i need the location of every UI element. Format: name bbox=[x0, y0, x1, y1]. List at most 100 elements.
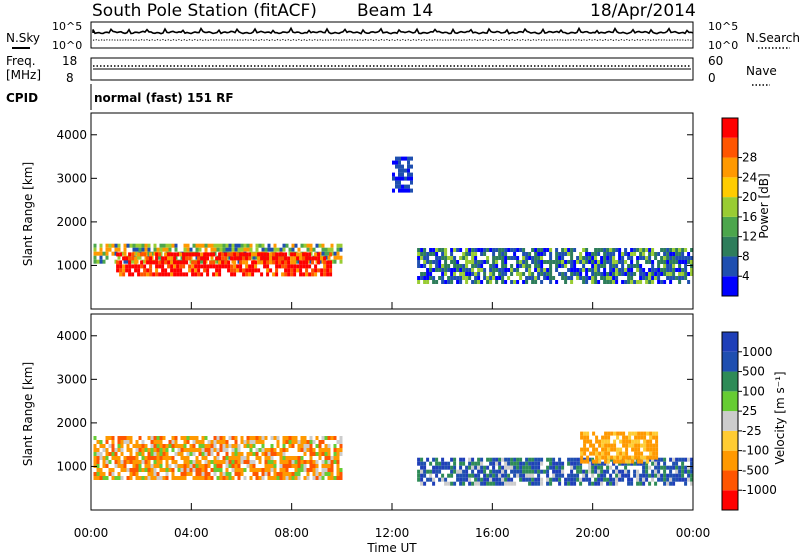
heatmap-cell bbox=[216, 440, 220, 444]
heatmap-cell bbox=[471, 481, 475, 486]
heatmap-cell bbox=[546, 473, 550, 478]
heatmap-cell bbox=[444, 280, 448, 284]
heatmap-cell bbox=[621, 477, 625, 482]
heatmap-cell bbox=[161, 260, 165, 265]
heatmap-cell bbox=[162, 452, 166, 456]
heatmap-cell bbox=[570, 473, 574, 478]
heatmap-cell bbox=[510, 477, 514, 482]
heatmap-cell bbox=[243, 476, 247, 480]
heatmap-cell bbox=[555, 260, 559, 264]
heatmap-cell bbox=[197, 268, 201, 273]
heatmap-cell bbox=[684, 260, 688, 264]
heatmap-cell bbox=[119, 260, 123, 265]
heatmap-cell bbox=[534, 280, 538, 284]
heatmap-cell bbox=[580, 435, 584, 440]
heatmap-cell bbox=[423, 280, 427, 284]
heatmap-cell bbox=[210, 468, 214, 472]
heatmap-cell bbox=[669, 457, 673, 462]
heatmap-cell bbox=[300, 436, 304, 440]
heatmap-cell bbox=[300, 468, 304, 472]
heatmap-cell bbox=[287, 268, 291, 273]
heatmap-cell bbox=[621, 264, 625, 268]
heatmap-cell bbox=[501, 473, 505, 478]
heatmap-cell bbox=[672, 252, 676, 256]
heatmap-cell bbox=[93, 436, 97, 440]
heatmap-cell bbox=[504, 272, 508, 276]
heatmap-cell bbox=[161, 256, 165, 261]
heatmap-cell bbox=[663, 465, 667, 470]
heatmap-cell bbox=[528, 252, 532, 256]
heatmap-cell bbox=[261, 476, 265, 480]
heatmap-cell bbox=[150, 472, 154, 476]
heatmap-cell bbox=[245, 264, 249, 269]
heatmap-cell bbox=[155, 272, 159, 277]
heatmap-cell bbox=[222, 444, 226, 448]
heatmap-cell bbox=[162, 436, 166, 440]
heatmap-cell bbox=[198, 243, 202, 248]
heatmap-cell bbox=[215, 272, 219, 277]
heatmap-cell bbox=[432, 260, 436, 264]
heatmap-cell bbox=[191, 268, 195, 273]
heatmap-cell bbox=[498, 248, 502, 252]
heatmap-cell bbox=[180, 444, 184, 448]
heatmap-cell bbox=[495, 481, 499, 486]
heatmap-cell bbox=[483, 469, 487, 474]
heatmap-cell bbox=[417, 469, 421, 474]
y-tick-label: 4000 bbox=[56, 128, 87, 142]
heatmap-cell bbox=[155, 252, 159, 257]
heatmap-cell bbox=[525, 461, 529, 466]
heatmap-cell bbox=[630, 272, 634, 276]
heatmap-cell bbox=[200, 252, 204, 257]
heatmap-cell bbox=[395, 160, 398, 165]
heatmap-cell bbox=[465, 252, 469, 256]
heatmap-cell bbox=[239, 268, 243, 273]
heatmap-cell bbox=[306, 444, 310, 448]
heatmap-cell bbox=[213, 436, 217, 440]
heatmap-cell bbox=[690, 256, 694, 260]
heatmap-cell bbox=[188, 256, 192, 261]
heatmap-cell bbox=[492, 272, 496, 276]
heatmap-cell bbox=[604, 451, 608, 456]
heatmap-cell bbox=[504, 473, 508, 478]
heatmap-cell bbox=[598, 443, 602, 448]
heatmap-cell bbox=[555, 473, 559, 478]
heatmap-cell bbox=[513, 457, 517, 462]
heatmap-cell bbox=[669, 264, 673, 268]
heatmap-cell bbox=[589, 443, 593, 448]
heatmap-cell bbox=[453, 260, 457, 264]
heatmap-cell bbox=[305, 252, 309, 257]
heatmap-cell bbox=[663, 268, 667, 272]
heatmap-cell bbox=[634, 439, 638, 444]
heatmap-cell bbox=[164, 272, 168, 277]
heatmap-cell bbox=[501, 469, 505, 474]
heatmap-cell bbox=[597, 461, 601, 466]
heatmap-cell bbox=[627, 469, 631, 474]
heatmap-cell bbox=[582, 264, 586, 268]
heatmap-cell bbox=[150, 452, 154, 456]
heatmap-cell bbox=[189, 464, 193, 468]
heatmap-cell bbox=[525, 477, 529, 482]
heatmap-cell bbox=[546, 268, 550, 272]
heatmap-cell bbox=[672, 477, 676, 482]
heatmap-cell bbox=[132, 259, 136, 264]
heatmap-cell bbox=[471, 465, 475, 470]
heatmap-cell bbox=[621, 268, 625, 272]
heatmap-cell bbox=[567, 461, 571, 466]
heatmap-cell bbox=[597, 473, 601, 478]
heatmap-cell bbox=[216, 448, 220, 452]
heatmap-cell bbox=[513, 252, 517, 256]
heatmap-cell bbox=[625, 435, 629, 440]
heatmap-cell bbox=[140, 264, 144, 269]
heatmap-cell bbox=[234, 247, 238, 252]
colorbar-swatch bbox=[722, 197, 738, 217]
heatmap-cell bbox=[224, 256, 228, 261]
heatmap-cell bbox=[410, 156, 413, 161]
heatmap-cell bbox=[426, 280, 430, 284]
heatmap-cell bbox=[681, 465, 685, 470]
heatmap-cell bbox=[459, 276, 463, 280]
heatmap-cell bbox=[182, 272, 186, 277]
heatmap-cell bbox=[612, 252, 616, 256]
heatmap-cell bbox=[456, 276, 460, 280]
heatmap-cell bbox=[162, 444, 166, 448]
heatmap-cell bbox=[669, 469, 673, 474]
